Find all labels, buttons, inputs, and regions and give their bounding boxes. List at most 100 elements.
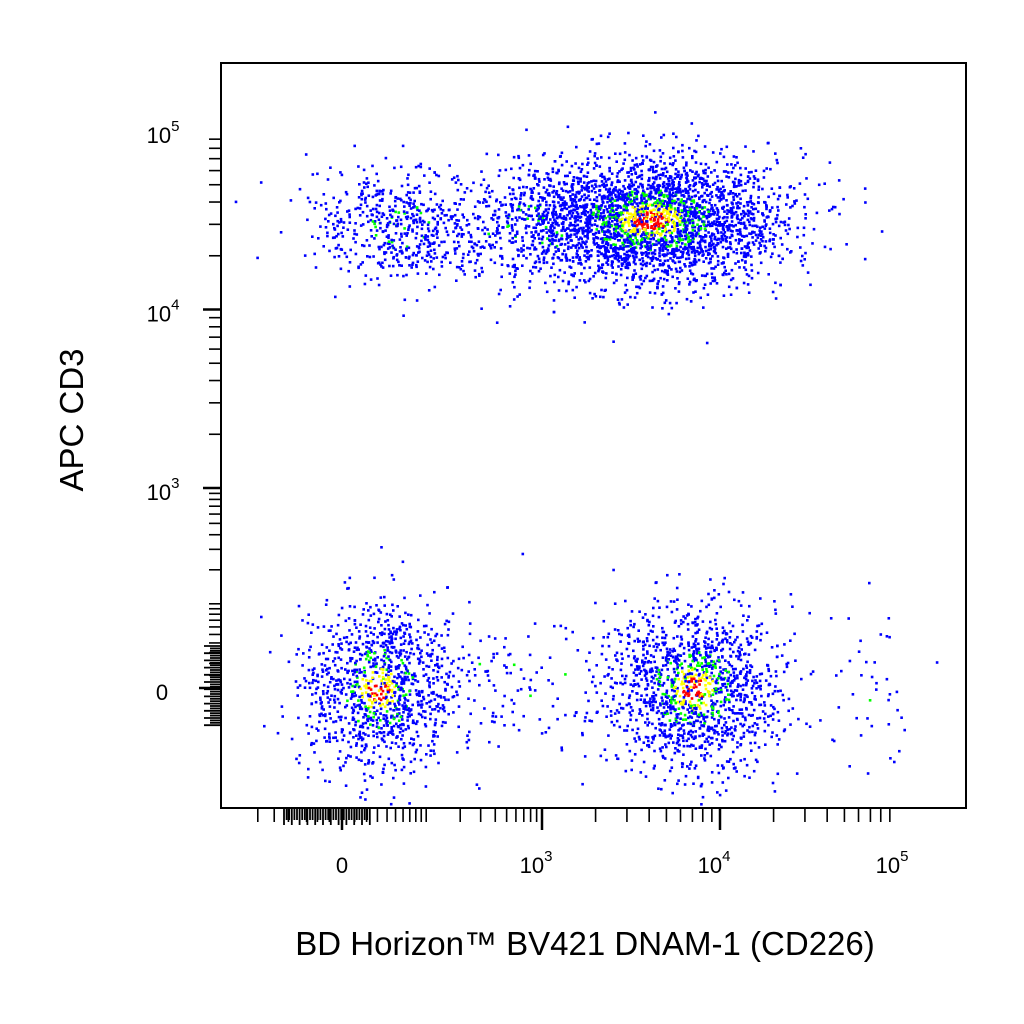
event-dot: [324, 713, 327, 716]
event-dot: [321, 668, 324, 671]
event-dot: [297, 761, 301, 765]
event-dot: [710, 240, 713, 243]
event-dot: [642, 251, 645, 255]
event-dot: [441, 720, 445, 724]
event-dot: [437, 244, 441, 247]
event-dot: [614, 243, 617, 247]
event-dot: [552, 200, 556, 204]
event-dot: [313, 751, 316, 754]
event-dot: [565, 160, 568, 163]
event-dot: [605, 249, 609, 253]
event-dot: [438, 273, 441, 277]
event-dot: [435, 203, 439, 206]
event-dot: [533, 248, 536, 251]
event-dot: [622, 199, 625, 202]
event-dot: [441, 704, 445, 707]
event-dot: [344, 693, 348, 696]
event-dot: [716, 196, 720, 199]
event-dot: [737, 260, 740, 263]
event-dot: [310, 741, 314, 745]
event-dot: [599, 204, 603, 208]
event-dot: [603, 177, 607, 181]
event-dot: [642, 196, 646, 199]
event-dot: [462, 233, 465, 236]
event-dot: [751, 241, 755, 244]
event-dot: [632, 230, 636, 234]
event-dot: [332, 720, 335, 724]
event-dot: [593, 292, 596, 296]
event-dot: [387, 757, 391, 761]
event-dot: [698, 205, 701, 209]
event-dot: [778, 194, 782, 198]
event-dot: [409, 201, 412, 205]
event-dot: [588, 266, 592, 269]
event-dot: [744, 145, 747, 148]
event-dot: [381, 230, 385, 234]
event-dot: [527, 214, 531, 217]
event-dot: [321, 768, 324, 772]
event-dot: [623, 151, 627, 154]
event-dot: [586, 211, 590, 214]
event-dot: [457, 240, 460, 244]
event-dot: [386, 646, 389, 649]
event-dot: [440, 265, 444, 268]
event-dot: [440, 724, 444, 728]
event-dot: [686, 277, 690, 280]
event-dot: [620, 247, 624, 251]
event-dot: [561, 222, 565, 226]
event-dot: [685, 211, 688, 215]
event-dot: [310, 631, 313, 634]
event-dot: [349, 248, 352, 252]
event-dot: [457, 657, 461, 661]
event-dot: [408, 661, 411, 665]
event-dot: [378, 675, 381, 678]
event-dot: [718, 196, 721, 199]
event-dot: [744, 252, 748, 256]
event-dot: [322, 625, 326, 628]
event-dot: [541, 250, 545, 254]
event-dot: [383, 648, 386, 652]
event-dot: [663, 253, 666, 256]
event-dot: [657, 187, 660, 190]
event-dot: [622, 238, 626, 242]
event-dot: [584, 196, 588, 200]
event-dot: [717, 188, 721, 192]
event-dot: [553, 213, 557, 216]
event-dot: [629, 229, 633, 233]
event-dot: [360, 707, 364, 711]
event-dot: [759, 244, 763, 247]
event-dot: [541, 219, 544, 223]
event-dot: [489, 246, 493, 250]
event-dot: [619, 189, 623, 193]
event-dot: [645, 140, 648, 143]
event-dot: [408, 741, 412, 745]
event-dot: [521, 239, 524, 242]
event-dot: [593, 198, 596, 201]
event-dot: [497, 224, 500, 227]
event-dot: [433, 227, 437, 231]
event-dot: [578, 256, 581, 259]
event-dot: [744, 260, 747, 263]
event-dot: [402, 765, 406, 769]
event-dot: [702, 306, 705, 309]
event-dot: [624, 283, 627, 287]
event-dot: [394, 196, 398, 199]
event-dot: [411, 228, 414, 231]
event-dot: [472, 212, 475, 216]
event-dot: [294, 680, 298, 683]
event-dot: [514, 216, 518, 219]
event-dot: [564, 189, 568, 193]
event-dot: [586, 163, 589, 166]
event-dot: [345, 192, 349, 196]
event-dot: [583, 254, 586, 257]
event-dot: [407, 655, 411, 659]
event-dot: [672, 247, 675, 251]
event-dot: [606, 263, 610, 266]
event-dot: [561, 201, 565, 205]
event-dot: [396, 665, 400, 668]
event-dot: [529, 269, 532, 273]
event-dot: [634, 180, 638, 184]
event-dot: [614, 229, 618, 233]
event-dot: [696, 223, 699, 226]
event-dot: [611, 266, 614, 269]
